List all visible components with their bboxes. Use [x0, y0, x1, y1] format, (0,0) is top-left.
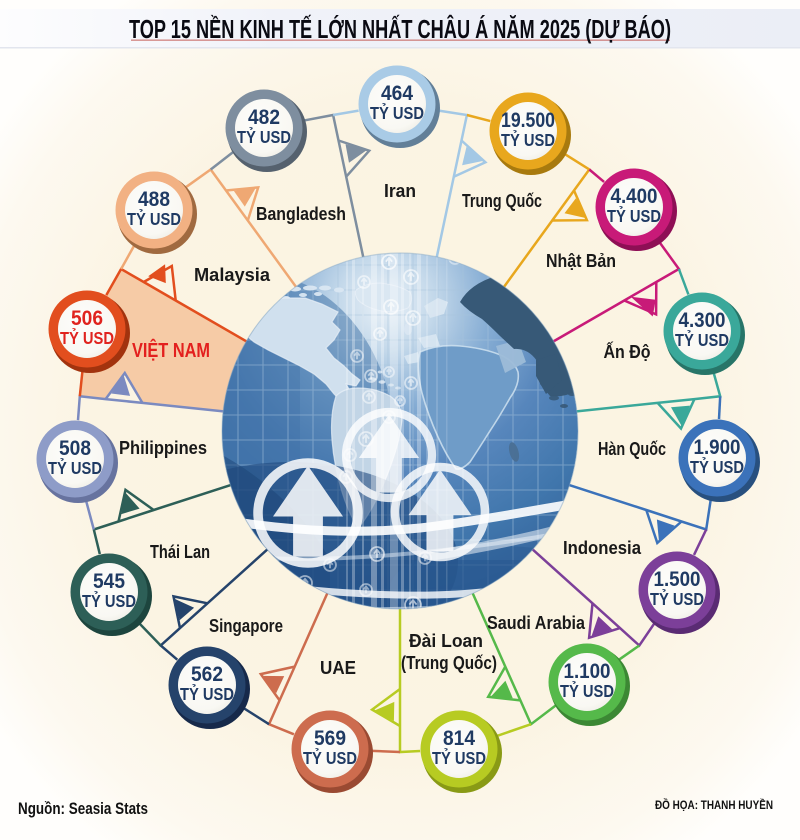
svg-text:Ấn Độ: Ấn Độ: [604, 341, 651, 362]
svg-text:482: 482: [248, 105, 280, 129]
svg-text:Malaysia: Malaysia: [194, 264, 271, 285]
svg-text:Saudi Arabia: Saudi Arabia: [487, 612, 586, 633]
svg-text:TỶ USD: TỶ USD: [690, 456, 744, 477]
svg-text:Iran: Iran: [384, 180, 416, 201]
svg-text:4.400: 4.400: [611, 184, 658, 208]
svg-text:Singapore: Singapore: [209, 615, 283, 636]
svg-text:TỶ USD: TỶ USD: [60, 327, 114, 348]
svg-text:508: 508: [59, 436, 91, 460]
svg-text:VIỆT NAM: VIỆT NAM: [132, 338, 210, 362]
svg-text:ĐỒ HỌA: THANH HUYỀN: ĐỒ HỌA: THANH HUYỀN: [655, 797, 773, 812]
svg-text:Hàn Quốc: Hàn Quốc: [598, 438, 666, 459]
svg-text:UAE: UAE: [320, 657, 356, 678]
svg-text:1.100: 1.100: [564, 659, 611, 683]
svg-text:488: 488: [138, 187, 170, 211]
svg-text:TOP 15 NỀN KINH TẾ LỚN NHẤT CH: TOP 15 NỀN KINH TẾ LỚN NHẤT CHÂU Á NĂM 2…: [129, 14, 671, 44]
svg-text:4.300: 4.300: [679, 308, 726, 332]
svg-text:Nguồn: Seasia Stats: Nguồn: Seasia Stats: [18, 799, 148, 818]
svg-text:(Trung Quốc): (Trung Quốc): [401, 652, 497, 673]
svg-text:Indonesia: Indonesia: [563, 537, 642, 558]
svg-text:TỶ USD: TỶ USD: [303, 747, 357, 768]
svg-text:1.500: 1.500: [654, 567, 701, 591]
svg-text:TỶ USD: TỶ USD: [675, 329, 729, 350]
svg-text:1.900: 1.900: [694, 435, 741, 459]
svg-text:TỶ USD: TỶ USD: [237, 126, 291, 147]
svg-text:19.500: 19.500: [501, 108, 555, 132]
svg-text:TỶ USD: TỶ USD: [501, 129, 555, 150]
svg-text:569: 569: [314, 726, 346, 750]
svg-text:TỶ USD: TỶ USD: [432, 747, 486, 768]
svg-text:TỶ USD: TỶ USD: [607, 205, 661, 226]
svg-text:TỶ USD: TỶ USD: [180, 683, 234, 704]
svg-text:Đài Loan: Đài Loan: [409, 630, 483, 651]
svg-text:TỶ USD: TỶ USD: [650, 588, 704, 609]
svg-text:545: 545: [93, 569, 125, 593]
svg-text:Philippines: Philippines: [119, 437, 207, 458]
svg-text:Nhật Bản: Nhật Bản: [546, 250, 616, 271]
svg-text:464: 464: [381, 81, 413, 105]
svg-text:TỶ USD: TỶ USD: [370, 102, 424, 123]
svg-text:TỶ USD: TỶ USD: [560, 680, 614, 701]
svg-text:Thái Lan: Thái Lan: [150, 541, 210, 562]
svg-text:562: 562: [191, 662, 223, 686]
svg-text:814: 814: [443, 726, 475, 750]
svg-text:Trung Quốc: Trung Quốc: [462, 190, 542, 211]
svg-text:TỶ USD: TỶ USD: [48, 457, 102, 478]
svg-text:506: 506: [71, 306, 103, 330]
svg-text:TỶ USD: TỶ USD: [127, 208, 181, 229]
svg-text:TỶ USD: TỶ USD: [82, 590, 136, 611]
svg-text:Bangladesh: Bangladesh: [256, 203, 346, 224]
